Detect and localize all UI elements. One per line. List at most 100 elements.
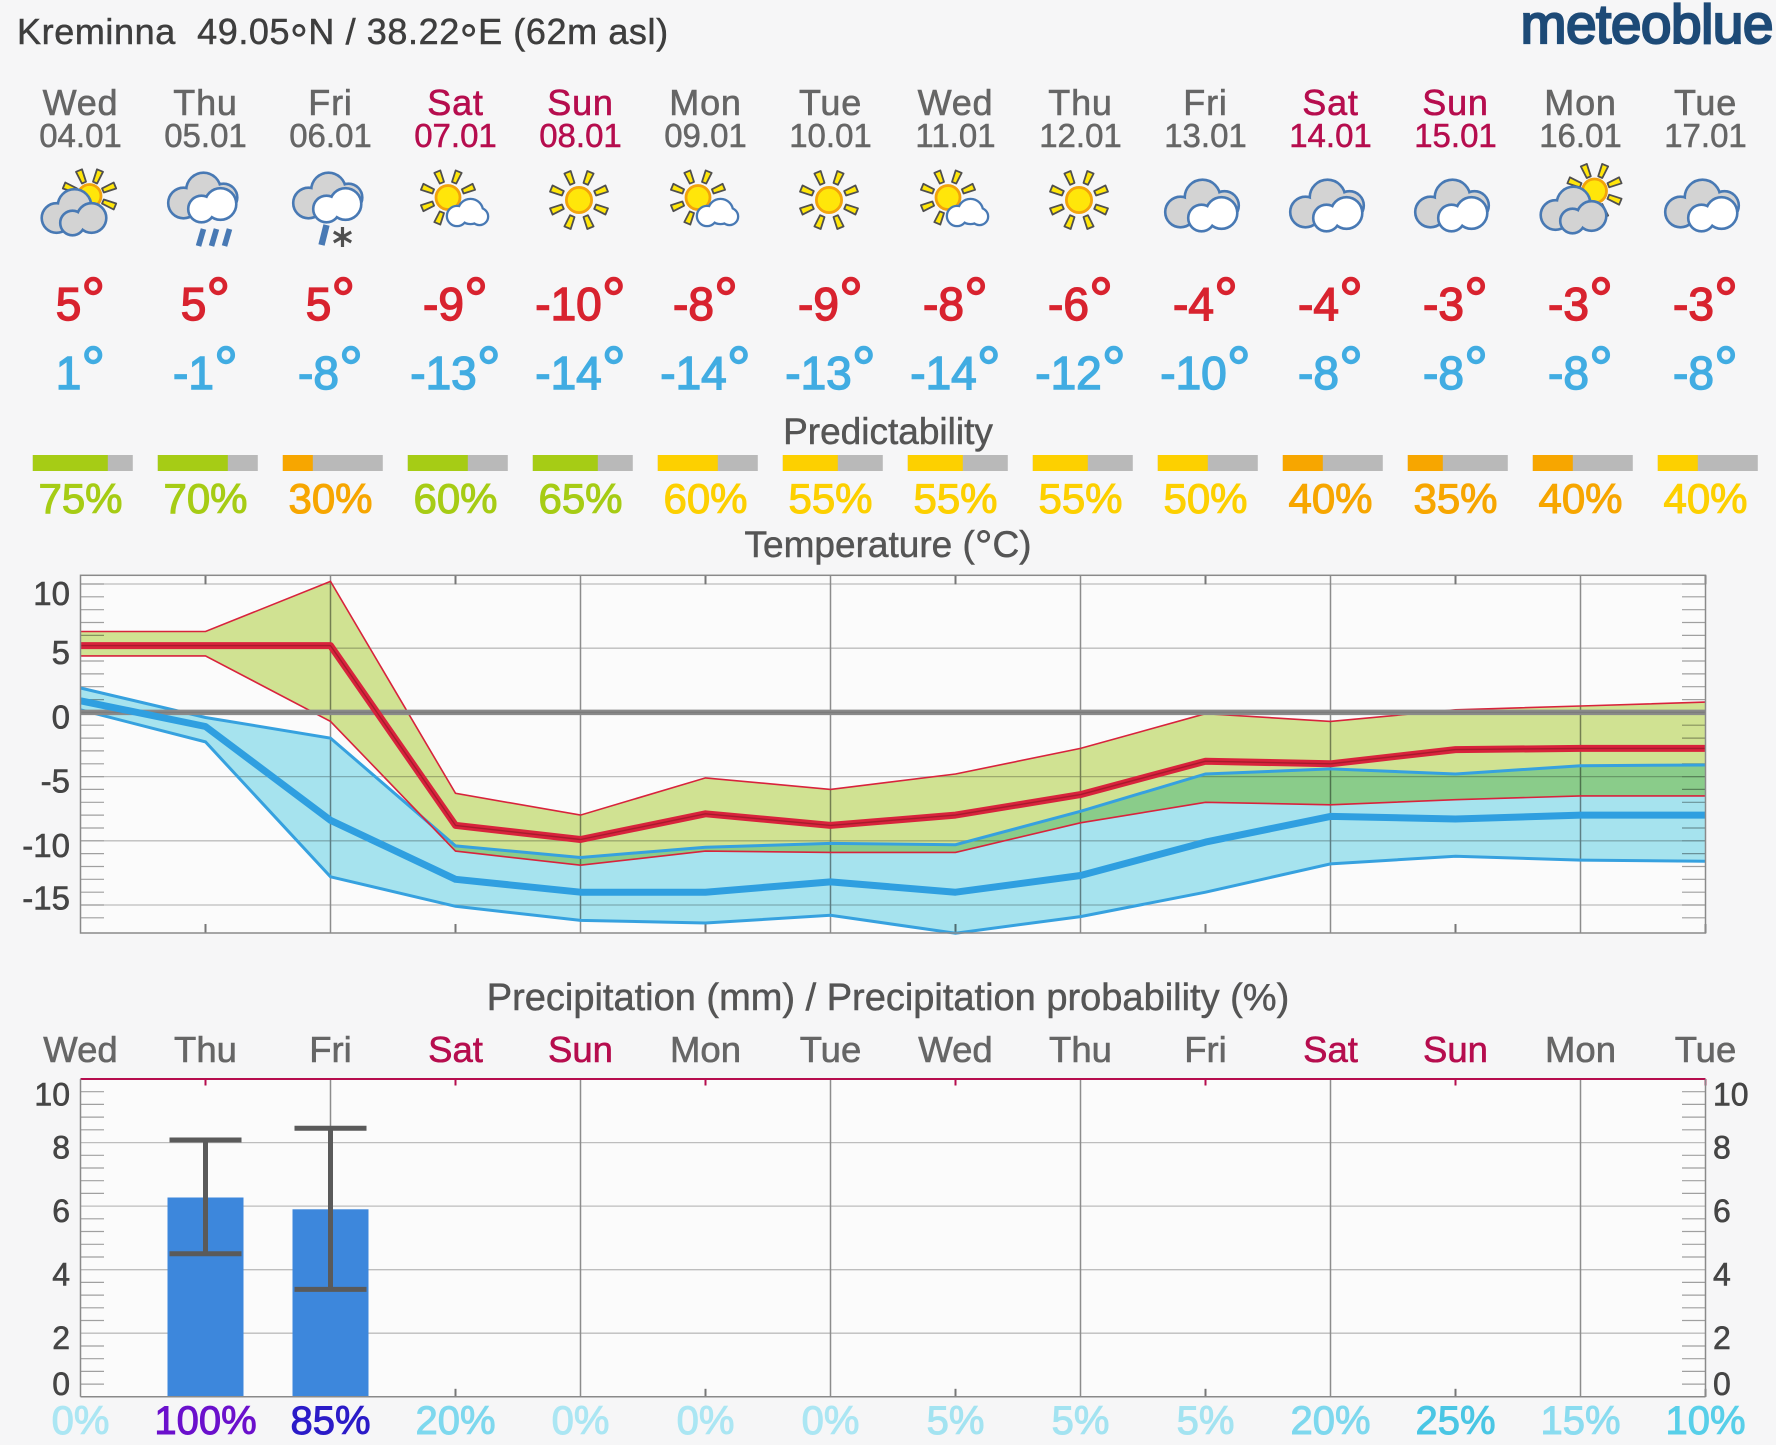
svg-text:-5: -5: [41, 763, 70, 800]
svg-text:0: 0: [1713, 1366, 1731, 1402]
svg-text:05.01: 05.01: [164, 117, 247, 154]
svg-text:75%: 75%: [38, 475, 122, 522]
svg-text:06.01: 06.01: [289, 117, 372, 154]
svg-text:0%: 0%: [677, 1399, 735, 1440]
svg-text:Mon: Mon: [1544, 82, 1616, 123]
svg-text:15%: 15%: [1540, 1399, 1620, 1440]
svg-text:-8°: -8°: [673, 266, 738, 333]
svg-text:5°: 5°: [306, 266, 356, 333]
svg-text:35%: 35%: [1413, 475, 1497, 522]
svg-text:40%: 40%: [1288, 475, 1372, 522]
svg-text:17.01: 17.01: [1664, 117, 1747, 154]
svg-text:-4°: -4°: [1173, 266, 1238, 333]
svg-text:Thu: Thu: [1049, 1029, 1112, 1070]
svg-text:Sat: Sat: [1303, 1029, 1358, 1070]
svg-text:Predictability: Predictability: [783, 411, 993, 452]
svg-text:10: 10: [33, 575, 70, 612]
svg-text:Sat: Sat: [1302, 82, 1358, 123]
svg-text:8: 8: [52, 1130, 70, 1166]
svg-text:85%: 85%: [290, 1399, 370, 1440]
svg-text:1°: 1°: [56, 335, 106, 402]
svg-text:55%: 55%: [1038, 475, 1122, 522]
svg-text:0: 0: [52, 1366, 70, 1402]
svg-text:Fri: Fri: [1183, 82, 1227, 123]
svg-text:10: 10: [1713, 1076, 1749, 1112]
svg-text:Thu: Thu: [1048, 82, 1112, 123]
svg-text:Tue: Tue: [1674, 82, 1737, 123]
svg-text:Tue: Tue: [799, 82, 862, 123]
svg-text:60%: 60%: [663, 475, 747, 522]
svg-text:40%: 40%: [1538, 475, 1622, 522]
svg-text:Tue: Tue: [1675, 1029, 1737, 1070]
svg-text:14.01: 14.01: [1289, 117, 1372, 154]
svg-text:-6°: -6°: [1048, 266, 1113, 333]
svg-text:Kreminna 49.05°N / 38.22°E (6: Kreminna 49.05°N / 38.22°E (62m asl): [17, 11, 669, 65]
svg-text:10: 10: [34, 1076, 70, 1112]
svg-text:Sat: Sat: [427, 82, 483, 123]
svg-text:0: 0: [52, 698, 70, 735]
svg-text:0%: 0%: [52, 1399, 110, 1440]
svg-text:0%: 0%: [552, 1399, 610, 1440]
svg-text:5: 5: [52, 634, 70, 671]
svg-text:2: 2: [52, 1320, 70, 1356]
svg-text:Precipitation (mm) / Precipita: Precipitation (mm) / Precipitation proba…: [487, 977, 1290, 1019]
svg-text:15.01: 15.01: [1414, 117, 1497, 154]
svg-text:60%: 60%: [413, 475, 497, 522]
svg-text:Sun: Sun: [547, 82, 613, 123]
svg-text:Sun: Sun: [548, 1029, 613, 1070]
svg-text:Mon: Mon: [670, 1029, 741, 1070]
svg-text:-15: -15: [22, 880, 70, 917]
svg-text:-10°: -10°: [535, 266, 625, 333]
svg-text:Sun: Sun: [1423, 1029, 1488, 1070]
svg-text:Sun: Sun: [1422, 82, 1488, 123]
svg-text:0%: 0%: [802, 1399, 860, 1440]
svg-text:04.01: 04.01: [39, 117, 122, 154]
svg-text:07.01: 07.01: [414, 117, 497, 154]
svg-text:50%: 50%: [1163, 475, 1247, 522]
svg-text:-10: -10: [22, 827, 70, 864]
svg-text:10%: 10%: [1665, 1399, 1745, 1440]
svg-text:2: 2: [1713, 1320, 1731, 1356]
svg-text:16.01: 16.01: [1539, 117, 1622, 154]
svg-text:65%: 65%: [538, 475, 622, 522]
svg-text:5%: 5%: [1177, 1399, 1235, 1440]
svg-text:6: 6: [1713, 1193, 1731, 1229]
svg-text:09.01: 09.01: [664, 117, 747, 154]
svg-text:Wed: Wed: [918, 82, 994, 123]
svg-text:meteoblue: meteoblue: [1521, 0, 1773, 55]
svg-text:Mon: Mon: [669, 82, 741, 123]
svg-text:Fri: Fri: [1184, 1029, 1227, 1070]
svg-text:11.01: 11.01: [915, 117, 995, 154]
svg-text:-3°: -3°: [1673, 266, 1738, 333]
svg-text:5°: 5°: [56, 266, 106, 333]
svg-text:12.01: 12.01: [1039, 117, 1122, 154]
svg-text:Wed: Wed: [43, 1029, 117, 1070]
svg-text:Tue: Tue: [800, 1029, 862, 1070]
svg-text:30%: 30%: [288, 475, 372, 522]
svg-text:5%: 5%: [927, 1399, 985, 1440]
svg-text:Thu: Thu: [173, 82, 237, 123]
svg-text:6: 6: [52, 1193, 70, 1229]
svg-text:4: 4: [52, 1257, 70, 1293]
svg-text:20%: 20%: [415, 1399, 495, 1440]
svg-text:Sat: Sat: [428, 1029, 483, 1070]
svg-text:Temperature (°C): Temperature (°C): [745, 522, 1032, 571]
svg-text:100%: 100%: [154, 1399, 256, 1440]
svg-text:Mon: Mon: [1545, 1029, 1616, 1070]
svg-text:8: 8: [1713, 1130, 1731, 1166]
svg-text:55%: 55%: [788, 475, 872, 522]
svg-text:Fri: Fri: [308, 82, 352, 123]
svg-text:40%: 40%: [1663, 475, 1747, 522]
svg-text:-8°: -8°: [1548, 335, 1613, 402]
svg-text:70%: 70%: [163, 475, 247, 522]
svg-text:Wed: Wed: [918, 1029, 992, 1070]
svg-text:13.01: 13.01: [1164, 117, 1247, 154]
svg-text:08.01: 08.01: [539, 117, 622, 154]
svg-text:4: 4: [1713, 1257, 1731, 1293]
svg-text:-9°: -9°: [798, 266, 863, 333]
svg-text:Wed: Wed: [43, 82, 119, 123]
svg-text:-12°: -12°: [1035, 335, 1125, 402]
svg-text:55%: 55%: [913, 475, 997, 522]
svg-text:20%: 20%: [1290, 1399, 1370, 1440]
svg-text:5%: 5%: [1052, 1399, 1110, 1440]
